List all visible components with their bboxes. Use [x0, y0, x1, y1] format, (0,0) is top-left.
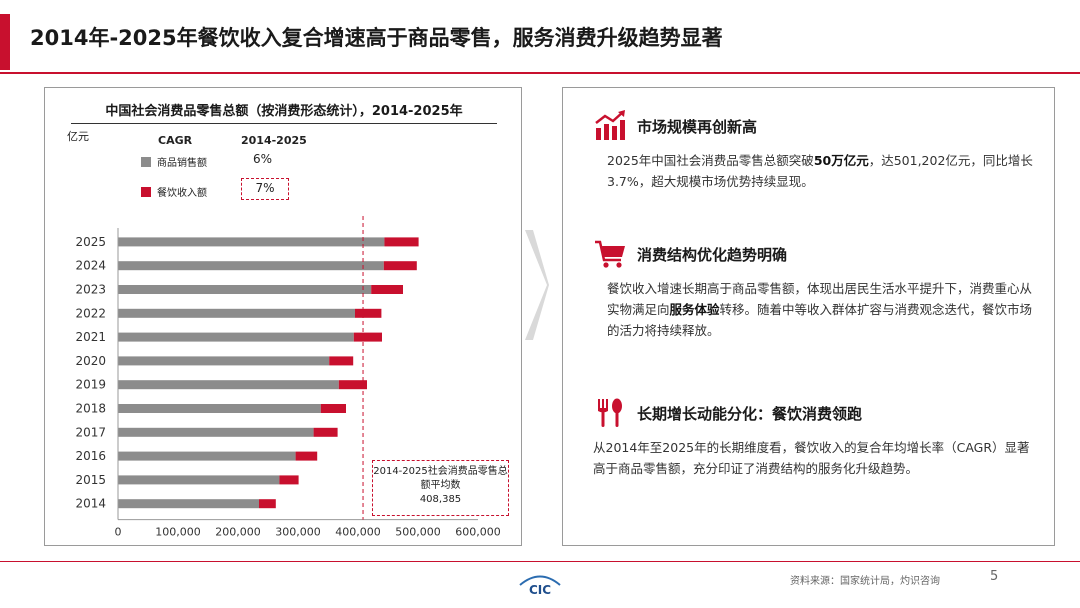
category-label-2016: 2016	[75, 449, 106, 463]
section-long-term-growth: 长期增长动能分化：餐饮消费领跑 从2014年至2025年的长期维度看，餐饮收入的…	[593, 397, 1033, 479]
legend-cagr-catering: 7%	[241, 178, 289, 200]
chart-panel: 中国社会消费品零售总额（按消费形态统计），2014-2025年 亿元 CAGR …	[44, 87, 522, 546]
chart-title: 中国社会消费品零售总额（按消费形态统计），2014-2025年	[105, 104, 463, 119]
category-label-2015: 2015	[75, 473, 106, 487]
bar-catering-2021	[353, 332, 382, 342]
category-label-2017: 2017	[75, 425, 106, 439]
bar-goods-2018	[118, 404, 321, 413]
bar-goods-2015	[118, 475, 280, 485]
body-highlight: 服务体验	[669, 302, 720, 317]
bar-goods-2020	[118, 356, 330, 366]
bar-catering-2023	[371, 285, 403, 294]
unit-label: 亿元	[67, 130, 89, 143]
cic-logo: CIC	[519, 575, 561, 597]
bar-catering-2017	[313, 427, 338, 437]
bar-catering-2014	[259, 499, 276, 509]
x-tick-label: 100,000	[155, 526, 201, 539]
legend-cagr-header: CAGR	[158, 134, 193, 147]
source-note: 资料来源：国家统计局，灼识咨询	[790, 576, 940, 587]
body-text: 2025年中国社会消费品零售总额突破	[607, 153, 814, 168]
bar-catering-2016	[295, 451, 318, 461]
legend-item-catering: 餐饮收入额	[141, 184, 207, 199]
bar-catering-2025	[384, 237, 419, 247]
average-label: 2014-2025社会消费品零售总额平均数	[373, 466, 508, 491]
bar-catering-2020	[329, 356, 354, 366]
x-tick-label: 200,000	[215, 526, 261, 539]
x-tick-label: 300,000	[275, 526, 321, 539]
page-number: 5	[990, 569, 999, 584]
legend-label-catering: 餐饮收入额	[157, 188, 207, 199]
category-label-2023: 2023	[75, 283, 106, 297]
section-consumption-structure: 消费结构优化趋势明确 餐饮收入增速长期高于商品零售额，体现出居民生活水平提升下，…	[593, 238, 1033, 341]
insight-panel: 市场规模再创新高 2025年中国社会消费品零售总额突破50万亿元，达501,20…	[562, 87, 1055, 546]
x-tick-label: 500,000	[395, 526, 441, 539]
category-label-2024: 2024	[75, 259, 106, 273]
section-market-scale: 市场规模再创新高 2025年中国社会消费品零售总额突破50万亿元，达501,20…	[593, 110, 1033, 192]
bar-catering-2019	[338, 380, 367, 390]
bar-catering-2022	[355, 308, 382, 318]
chevron-right-icon	[525, 230, 549, 340]
category-label-2020: 2020	[75, 354, 106, 368]
bar-goods-2019	[118, 380, 339, 390]
bar-goods-2024	[118, 261, 384, 271]
average-annotation: 2014-2025社会消费品零售总额平均数 408,385	[372, 460, 509, 516]
section-body-market-scale: 2025年中国社会消费品零售总额突破50万亿元，达501,202亿元，同比增长3…	[593, 150, 1033, 192]
bar-catering-2018	[320, 404, 346, 413]
page-title: 2014年-2025年餐饮收入复合增速高于商品零售，服务消费升级趋势显著	[30, 26, 723, 50]
legend-cagr-goods: 6%	[253, 152, 273, 166]
category-label-2022: 2022	[75, 306, 106, 320]
bar-goods-2023	[118, 285, 372, 294]
bar-goods-2014	[118, 499, 259, 509]
bar-goods-2017	[118, 427, 314, 437]
category-label-2014: 2014	[75, 497, 106, 511]
bar-goods-2016	[118, 451, 296, 461]
category-label-2021: 2021	[75, 330, 106, 344]
bar-goods-2022	[118, 308, 355, 318]
section-body-consumption-structure: 餐饮收入增速长期高于商品零售额，体现出居民生活水平提升下，消费重心从实物满足向服…	[593, 278, 1033, 341]
bar-goods-2025	[118, 237, 385, 247]
section-title-consumption-structure: 消费结构优化趋势明确	[637, 245, 788, 264]
chart-title-divider	[71, 123, 497, 124]
title-divider	[0, 72, 1080, 74]
legend-period-header: 2014-2025	[241, 134, 307, 147]
body-text: 转移。随着中等收入群体扩容与消费观念迭代，餐饮市场的活力将持续释放。	[607, 302, 1033, 338]
x-tick-label: 0	[115, 526, 122, 539]
footer-divider	[0, 561, 1080, 562]
x-tick-label: 400,000	[335, 526, 381, 539]
bar-catering-2015	[279, 475, 299, 485]
x-tick-label: 600,000	[455, 526, 501, 539]
bar-catering-2024	[383, 261, 417, 271]
category-label-2025: 2025	[75, 235, 106, 249]
bar-chart: 2025 2024 2023 2022 2021 2020 2019 2018 2017 2016…	[75, 216, 501, 539]
bar-goods-2021	[118, 332, 354, 342]
growth-chart-icon	[595, 110, 625, 140]
body-text: ，达501,202亿元，同比增长3.7%，超大规模市场优势持续显现。	[607, 153, 1033, 189]
body-text: 餐饮收入增速长期高于商品零售额，体现出居民生活水平提升下，消费重心从实物满足向	[607, 281, 1033, 317]
shopping-cart-icon	[595, 240, 625, 268]
body-highlight: 50万亿元	[813, 153, 869, 168]
section-body-long-term-growth: 从2014年至2025年的长期维度看，餐饮收入的复合年均增长率（CAGR）显著高…	[593, 437, 1033, 479]
legend-swatch-goods	[141, 156, 151, 167]
legend-label-goods: 商品销售额	[157, 158, 207, 169]
legend-item-goods: 商品销售额	[141, 154, 207, 169]
section-title-long-term-growth: 长期增长动能分化：餐饮消费领跑	[637, 404, 863, 423]
title-accent-bar	[0, 14, 10, 70]
legend-swatch-catering	[141, 186, 151, 197]
logo-text: CIC	[529, 583, 551, 597]
category-label-2018: 2018	[75, 402, 106, 416]
body-text: 从2014年至2025年的长期维度看，餐饮收入的复合年均增长率（CAGR）显著高…	[593, 440, 1030, 476]
category-label-2019: 2019	[75, 378, 106, 392]
average-value: 408,385	[419, 494, 462, 505]
fork-spoon-icon	[598, 398, 622, 427]
section-title-market-scale: 市场规模再创新高	[637, 117, 758, 136]
